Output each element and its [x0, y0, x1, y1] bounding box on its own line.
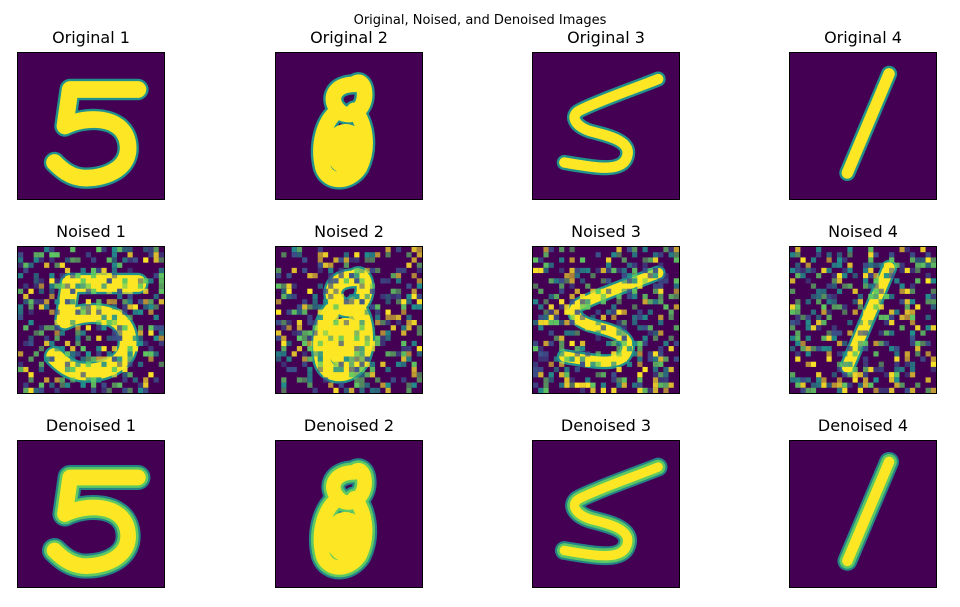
- digit-image: [18, 53, 164, 199]
- panel-title: Denoised 2: [303, 416, 395, 435]
- panel-title: Original 4: [824, 28, 902, 47]
- panel-title: Denoised 4: [817, 416, 909, 435]
- digit-image: [790, 441, 936, 587]
- panel-title: Noised 3: [571, 222, 641, 241]
- digit-image: [790, 247, 936, 393]
- image-panel: [532, 52, 680, 200]
- digit-image: [790, 53, 936, 199]
- panel-title: Original 3: [567, 28, 645, 47]
- digit-image: [276, 247, 422, 393]
- digit-image: [533, 247, 679, 393]
- image-panel: [532, 440, 680, 588]
- image-panel: [17, 52, 165, 200]
- digit-image: [276, 441, 422, 587]
- panel-title: Denoised 1: [45, 416, 137, 435]
- panel-title: Noised 2: [314, 222, 384, 241]
- panel-title: Noised 4: [828, 222, 898, 241]
- panel-title: Noised 1: [56, 222, 126, 241]
- image-panel: [275, 246, 423, 394]
- figure-suptitle: Original, Noised, and Denoised Images: [353, 13, 607, 28]
- image-panel: [275, 440, 423, 588]
- image-panel: [275, 52, 423, 200]
- image-panel: [789, 246, 937, 394]
- digit-image: [18, 247, 164, 393]
- digit-image: [533, 53, 679, 199]
- digit-image: [533, 441, 679, 587]
- digit-image: [276, 53, 422, 199]
- image-panel: [532, 246, 680, 394]
- panel-title: Denoised 3: [560, 416, 652, 435]
- panel-title: Original 1: [52, 28, 130, 47]
- image-panel: [17, 440, 165, 588]
- image-panel: [789, 52, 937, 200]
- panel-title: Original 2: [310, 28, 388, 47]
- image-panel: [17, 246, 165, 394]
- image-panel: [789, 440, 937, 588]
- digit-image: [18, 441, 164, 587]
